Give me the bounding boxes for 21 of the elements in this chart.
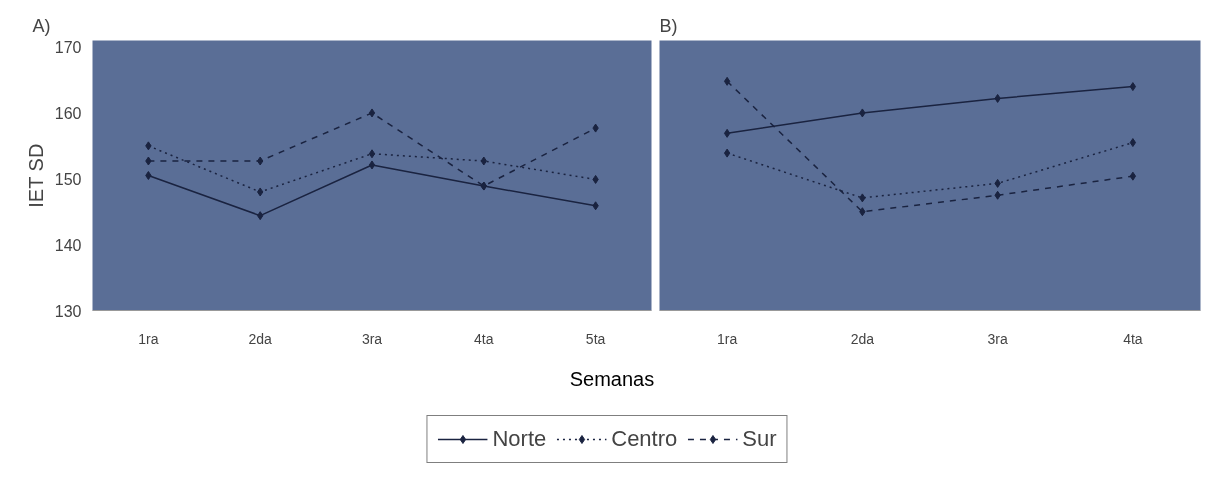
chart-title: A) (32, 15, 51, 36)
x-tick-label: 3ra (361, 330, 383, 347)
x-tick-label: 2da (248, 330, 273, 347)
x-tick-label: 2da (850, 330, 875, 347)
y-tick-label: 140 (54, 236, 82, 254)
x-axis-title: Semanas (569, 367, 655, 392)
y-axis-title: IET SD (24, 143, 47, 208)
x-tick-label: 4ta (1123, 330, 1143, 347)
y-tick-label: 130 (54, 302, 82, 320)
x-tick-label: 1ra (138, 330, 159, 347)
y-tick-label: 160 (54, 104, 82, 122)
legend-label: Norte (492, 426, 547, 452)
y-tick-label: 150 (54, 170, 82, 188)
legend-label: Sur (742, 426, 777, 452)
x-tick-label: 4ta (474, 330, 494, 347)
x-tick-label: 3ra (987, 330, 1008, 347)
chart-title: B) (659, 15, 678, 36)
x-tick-label: 1ra (717, 330, 738, 347)
legend-label: Centro (611, 426, 678, 452)
y-tick-label: 170 (54, 39, 82, 57)
x-tick-label: 5ta (585, 330, 606, 347)
